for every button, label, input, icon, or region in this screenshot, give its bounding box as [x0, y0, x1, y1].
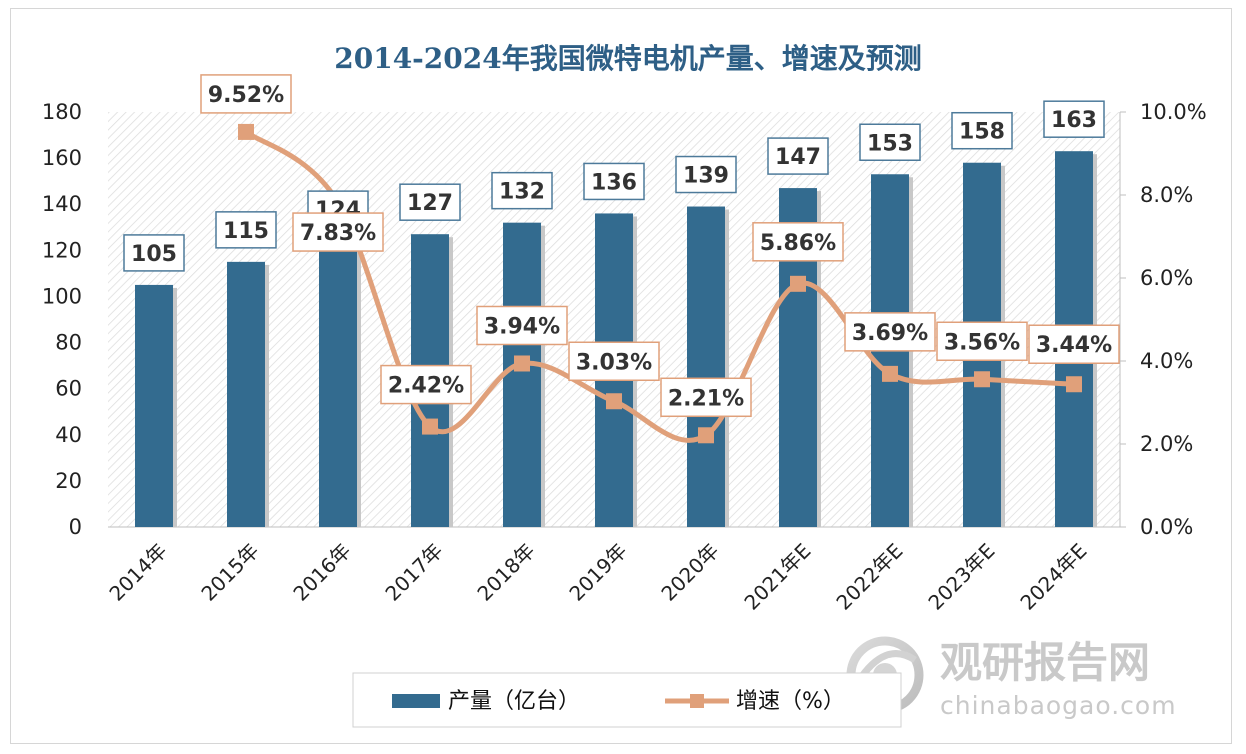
bar-label-box: [675, 155, 737, 194]
bar-data-label: 163: [1051, 108, 1097, 133]
x-tick-label: 2014年: [104, 539, 171, 606]
line-label-box: [476, 305, 568, 346]
y-left-tick-label: 0: [69, 515, 82, 539]
line-label-box: [568, 341, 660, 382]
growth-marker: [606, 393, 622, 410]
bar-data-label: 139: [683, 164, 729, 189]
growth-marker: [882, 365, 898, 382]
growth-marker: [422, 418, 438, 435]
line-label-box: [936, 321, 1028, 362]
x-tick-label: 2020年: [656, 539, 723, 606]
bar-data-label: 147: [775, 145, 821, 170]
bar-label-box: [123, 234, 185, 272]
x-tick-label: 2018年: [472, 539, 539, 606]
bar-label-box: [859, 123, 921, 161]
bar-data-label: 132: [499, 180, 545, 205]
bar: [687, 206, 725, 527]
growth-marker: [514, 355, 530, 372]
bar-label-box: [491, 171, 553, 210]
line-label-box: [380, 364, 472, 405]
y-right-tick-label: 0.0%: [1140, 515, 1193, 539]
legend-bar-swatch: [392, 694, 440, 708]
legend-label-growth: 增速（%）: [736, 689, 845, 714]
x-tick-label: 2021年E: [739, 539, 815, 615]
watermark-cn: 观研报告网: [940, 638, 1150, 687]
y-axis-left: 0 20 40 60 80 100 120 140 160 180: [42, 100, 82, 539]
bar-data-label: 158: [959, 120, 1005, 145]
bar-label-box: [951, 111, 1013, 150]
line-label-box: [1028, 324, 1120, 364]
x-tick-label: 2016年: [288, 539, 355, 606]
bar-label-box: [1043, 100, 1105, 138]
line-label-box: [752, 222, 844, 262]
x-tick-label: 2023年E: [923, 539, 999, 615]
x-axis: 2014年 2015年 2016年 2017年 2018年 2019年 2020年 2021年…: [104, 539, 1091, 615]
y-left-tick-label: 80: [55, 331, 82, 355]
y-left-tick-label: 140: [42, 192, 82, 216]
bar-data-label: 115: [223, 219, 269, 244]
line-label-box: [844, 312, 936, 352]
growth-data-label: 3.94%: [484, 314, 560, 339]
y-left-tick-label: 160: [42, 146, 82, 170]
growth-line: [244, 129, 1075, 443]
bar: [503, 222, 541, 527]
y-right-tick-label: 4.0%: [1140, 349, 1193, 373]
y-right-tick-label: 6.0%: [1140, 266, 1193, 290]
line-label-box: [200, 74, 292, 114]
growth-marker: [238, 123, 254, 140]
growth-data-label: 3.56%: [944, 330, 1020, 355]
y-right-tick-label: 10.0%: [1140, 100, 1207, 124]
bar: [135, 284, 173, 527]
growth-data-label: 7.83%: [300, 221, 376, 246]
legend-box: [352, 672, 902, 728]
y-right-tick-label: 2.0%: [1140, 432, 1193, 456]
bar-label-box: [767, 137, 829, 175]
growth-marker: [974, 371, 990, 388]
x-tick-label: 2019年: [564, 539, 631, 606]
y-left-tick-label: 40: [55, 423, 82, 447]
x-tick-label: 2024年E: [1015, 539, 1091, 615]
x-tick-label: 2022年E: [831, 539, 907, 615]
line-data-labels: 9.52% 7.83% 2.42% 3.94% 3.03% 2.21% 5.86% 3.69%…: [200, 74, 1120, 418]
bar-data-label: 153: [867, 131, 913, 156]
bar-label-box: [215, 211, 277, 249]
bar-label-box: [399, 183, 461, 221]
growth-marker: [1066, 376, 1082, 393]
x-tick-label: 2015年: [196, 539, 263, 606]
bar-label-box: [583, 162, 645, 201]
y-left-tick-label: 180: [42, 100, 82, 124]
growth-data-label: 9.52%: [208, 83, 284, 108]
y-right-tick-label: 8.0%: [1140, 183, 1193, 207]
growth-data-label: 2.21%: [668, 386, 744, 411]
bar-data-label: 105: [131, 242, 177, 267]
legend-line-marker: [690, 694, 704, 708]
x-tick-label: 2017年: [380, 539, 447, 606]
line-label-box: [660, 377, 752, 418]
growth-data-label: 3.69%: [852, 321, 928, 346]
growth-data-label: 5.86%: [760, 231, 836, 256]
bar-data-label: 136: [591, 170, 637, 195]
y-left-tick-label: 120: [42, 238, 82, 262]
bar: [227, 261, 265, 527]
y-left-tick-label: 60: [55, 377, 82, 401]
growth-marker: [698, 427, 714, 444]
y-left-tick-label: 100: [42, 284, 82, 308]
y-axis-right: 0.0% 2.0% 4.0% 6.0% 8.0% 10.0%: [1120, 100, 1207, 539]
y-left-tick-label: 20: [55, 469, 82, 493]
legend-label-output: 产量（亿台）: [448, 689, 580, 714]
growth-data-label: 3.44%: [1036, 333, 1112, 358]
line-label-box: [292, 212, 384, 252]
growth-marker: [790, 275, 806, 292]
watermark-en: chinabaogao.com: [940, 691, 1177, 720]
chart-title: 2014-2024年我国微特电机产量、增速及预测: [334, 42, 921, 75]
growth-data-label: 2.42%: [388, 374, 464, 399]
legend: 产量（亿台） 增速（%）: [352, 672, 902, 728]
bar-data-label: 127: [407, 191, 453, 216]
growth-data-label: 3.03%: [576, 350, 652, 375]
bar: [319, 241, 357, 527]
